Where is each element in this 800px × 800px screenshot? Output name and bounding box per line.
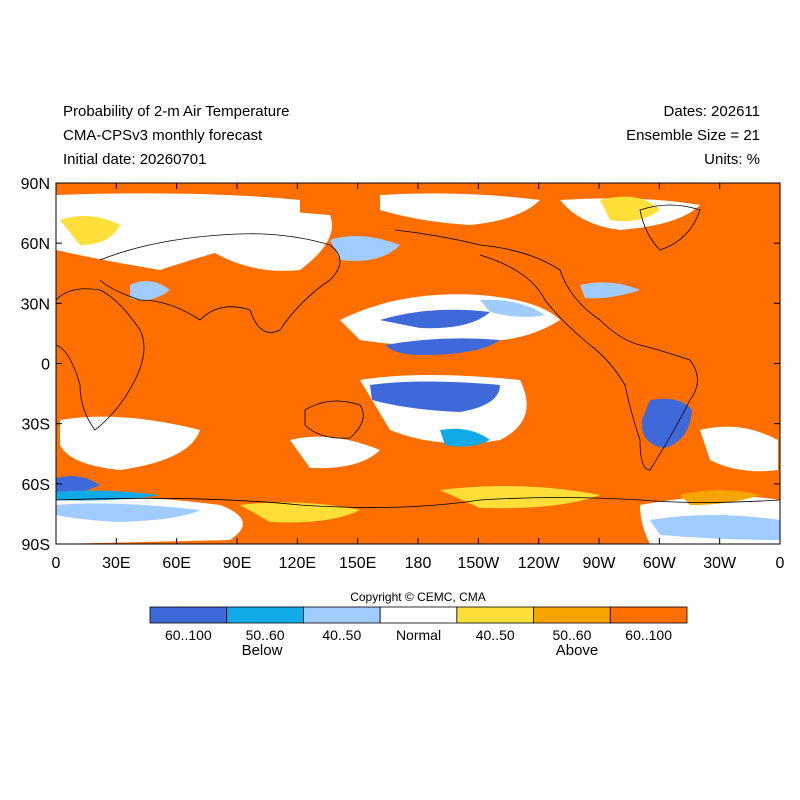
legend-swatch <box>303 606 381 624</box>
map-field <box>56 183 780 544</box>
below-weak <box>580 282 640 299</box>
legend-swatch <box>609 606 688 624</box>
lon-label: 60W <box>643 555 677 572</box>
normal-region <box>700 426 778 472</box>
lat-label: 30N <box>21 296 50 313</box>
lon-label: 30W <box>703 555 737 572</box>
normal-region <box>200 200 332 271</box>
legend-label: Normal <box>396 627 441 643</box>
title-line: Initial date: 20260701 <box>63 151 206 168</box>
title-line: Probability of 2-m Air Temperature <box>63 103 290 120</box>
lon-label: 0 <box>52 555 61 572</box>
below-weak <box>650 515 780 540</box>
lat-label: 60S <box>22 477 50 494</box>
lon-label: 60E <box>162 555 190 572</box>
normal-region <box>380 193 540 225</box>
coastlines <box>56 204 780 508</box>
legend-above-label: Above <box>556 642 599 659</box>
above-weak <box>240 502 360 523</box>
legend-label: 50..60 <box>552 627 591 643</box>
below-strong <box>56 476 100 493</box>
below-weak <box>480 299 545 317</box>
lon-label: 150E <box>339 555 376 572</box>
legend-label: 40..50 <box>476 627 515 643</box>
lon-label: 30E <box>102 555 130 572</box>
below-mid <box>440 428 490 447</box>
legend-label: 60..100 <box>625 627 672 643</box>
above-weak <box>60 216 120 245</box>
legend-below-label: Below <box>242 642 283 659</box>
title-line: Dates: 202611 <box>664 103 760 120</box>
above-weak <box>440 486 600 509</box>
lat-label: 90N <box>21 176 50 193</box>
legend-label: 40..50 <box>322 627 361 643</box>
above-mid <box>680 490 760 505</box>
below-strong <box>641 398 692 448</box>
lat-label: 60N <box>21 236 50 253</box>
legend-swatch <box>456 606 534 624</box>
lon-label: 120W <box>518 555 561 572</box>
lon-label: 90E <box>223 555 251 572</box>
lon-label: 0 <box>776 555 785 572</box>
title-line: CMA-CPSv3 monthly forecast <box>63 127 263 144</box>
below-strong <box>370 381 500 412</box>
below-mid <box>56 490 160 501</box>
normal-region <box>290 436 380 469</box>
lon-label: 120E <box>279 555 316 572</box>
title-line: Units: % <box>704 151 760 168</box>
below-strong <box>380 309 490 329</box>
below-weak <box>330 236 400 261</box>
title-line: Ensemble Size = 21 <box>626 127 760 144</box>
legend-swatch <box>533 606 611 624</box>
above-weak <box>600 196 660 222</box>
lon-label: 180 <box>405 555 432 572</box>
below-weak <box>130 281 170 301</box>
copyright: Copyright © CEMC, CMA <box>350 590 486 604</box>
below-strong <box>385 338 500 355</box>
lat-label: 90S <box>22 537 50 554</box>
legend-swatch <box>226 606 304 624</box>
legend-label: 50..60 <box>246 627 285 643</box>
lon-label: 90W <box>583 555 617 572</box>
legend-swatch <box>149 606 228 624</box>
legend-label: 60..100 <box>165 627 212 643</box>
legend-swatch <box>379 606 458 624</box>
lat-label: 30S <box>22 417 50 434</box>
lon-label: 150W <box>457 555 500 572</box>
below-weak <box>56 503 200 522</box>
lat-label: 0 <box>41 357 50 374</box>
